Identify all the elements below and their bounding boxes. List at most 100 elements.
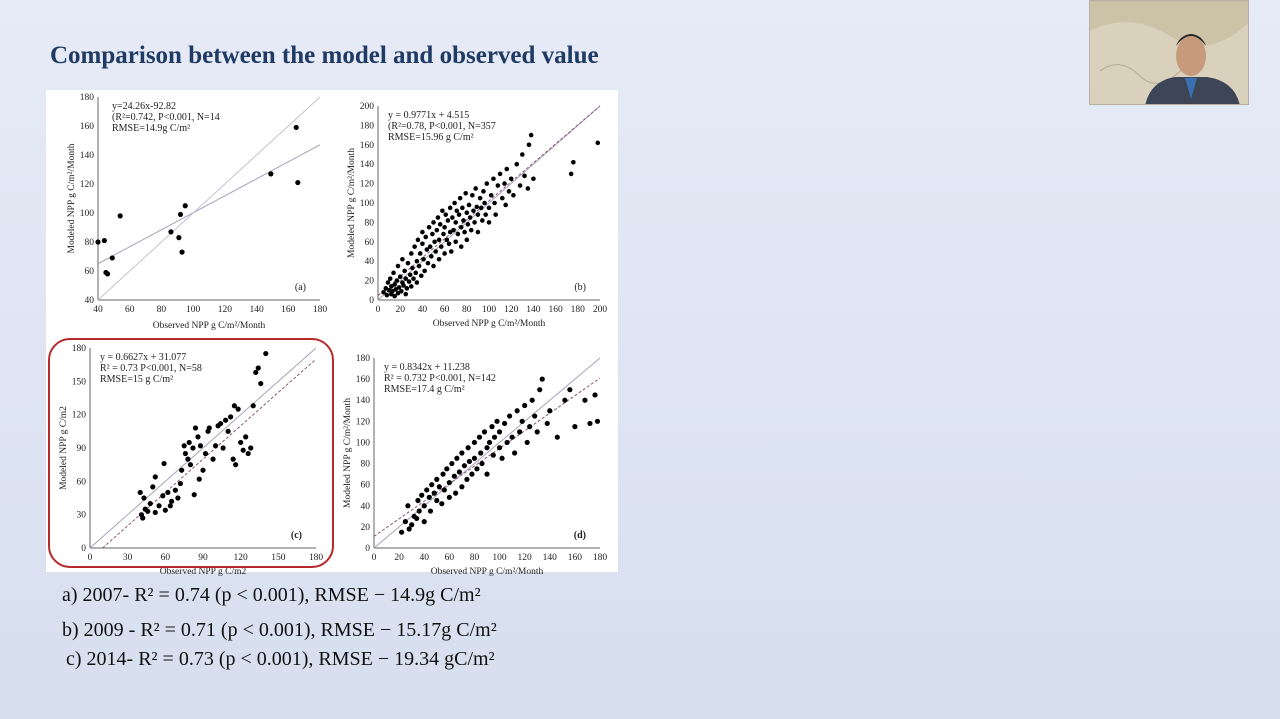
data-point (480, 218, 485, 223)
data-point (511, 192, 516, 198)
presenter-video-icon (1090, 1, 1248, 104)
data-point (245, 450, 251, 457)
x-tick-label: 100 (482, 305, 497, 315)
data-point (427, 508, 434, 514)
data-point (434, 476, 440, 482)
data-point (177, 211, 184, 218)
x-tick-label: 100 (186, 305, 201, 315)
data-point (231, 403, 237, 409)
data-point (507, 413, 513, 419)
data-point (395, 290, 401, 296)
y-tick-label: 100 (80, 209, 95, 219)
data-point (399, 529, 405, 535)
data-point (526, 142, 532, 148)
data-point (217, 420, 224, 427)
y-tick-label: 150 (72, 377, 87, 387)
data-point (191, 492, 197, 498)
data-point (442, 224, 447, 230)
data-point (432, 239, 437, 245)
data-point (402, 268, 407, 274)
y-tick-label: 160 (80, 122, 95, 132)
data-point (392, 293, 397, 299)
data-point (145, 508, 151, 514)
data-point (444, 466, 450, 472)
data-point (195, 434, 201, 440)
data-point (243, 434, 249, 440)
data-point (491, 176, 496, 182)
fit-annotation: y = 0.9771x + 4.515 (388, 110, 469, 121)
data-point (423, 234, 429, 240)
regression-line (102, 358, 317, 549)
data-point (431, 220, 436, 225)
data-point (223, 417, 229, 423)
x-tick-label: 80 (470, 553, 480, 563)
data-point (399, 288, 404, 294)
data-point (435, 215, 441, 220)
data-point (250, 403, 256, 409)
data-point (458, 244, 464, 249)
data-point (169, 498, 175, 504)
y-tick-label: 140 (80, 151, 95, 161)
data-point (486, 220, 492, 225)
data-point (544, 420, 550, 427)
data-point (453, 239, 459, 245)
data-point (206, 425, 212, 431)
x-tick-label: 150 (271, 553, 286, 563)
data-point (451, 473, 457, 479)
data-point (582, 397, 588, 403)
data-point (182, 450, 189, 457)
data-point (152, 509, 158, 516)
regression-line (97, 144, 321, 265)
x-tick-label: 120 (234, 553, 249, 563)
data-point (439, 501, 445, 507)
data-point (414, 515, 420, 522)
data-point (409, 522, 415, 528)
data-point (416, 508, 422, 514)
data-point (429, 482, 435, 488)
x-tick-label: 90 (198, 553, 208, 563)
data-point (486, 205, 492, 211)
y-tick-label: 20 (361, 523, 371, 533)
data-point (474, 466, 480, 472)
x-tick-label: 40 (93, 305, 103, 315)
one-to-one-line (377, 105, 601, 301)
y-tick-label: 180 (356, 354, 371, 364)
y-tick-label: 120 (356, 417, 371, 427)
x-tick-label: 140 (543, 553, 558, 563)
y-tick-label: 60 (77, 477, 87, 487)
data-point (391, 270, 396, 276)
data-point (450, 215, 455, 220)
data-point (592, 392, 598, 398)
figure-panel: 40 60 80 100 120 140 160 180 40 60 80 100 120 140 160 1… (46, 90, 618, 577)
caption-2009: b) 2009 - R² = 0.71 (p < 0.001), RMSE − … (62, 619, 497, 641)
data-point (421, 256, 426, 262)
panel-label: (d) (574, 530, 586, 541)
data-point (444, 237, 450, 243)
data-point (456, 469, 462, 475)
data-point (454, 208, 460, 214)
x-tick-label: 200 (593, 305, 608, 315)
data-point (440, 208, 445, 214)
y-axis-label: Modeled NPP g C/m²/Month (67, 143, 77, 253)
data-point (253, 369, 259, 376)
x-tick-label: 30 (123, 553, 133, 563)
data-point (403, 291, 409, 297)
data-point (463, 191, 468, 196)
caption-2014: c) 2014- R² = 0.73 (p < 0.001), RMSE − 1… (66, 648, 495, 670)
data-point (525, 186, 531, 191)
x-tick-label: 40 (419, 553, 429, 563)
one-to-one-line (89, 347, 317, 549)
y-tick-label: 0 (81, 544, 86, 554)
data-point (421, 503, 427, 509)
x-tick-label: 0 (372, 553, 377, 563)
data-point (474, 204, 480, 210)
data-point (117, 213, 123, 219)
data-point (471, 455, 478, 461)
data-point (446, 494, 452, 500)
data-point (524, 439, 530, 446)
data-point (147, 500, 153, 507)
data-point (240, 447, 246, 453)
regression-line (377, 105, 601, 297)
data-point (406, 526, 412, 532)
x-tick-label: 180 (309, 553, 324, 563)
